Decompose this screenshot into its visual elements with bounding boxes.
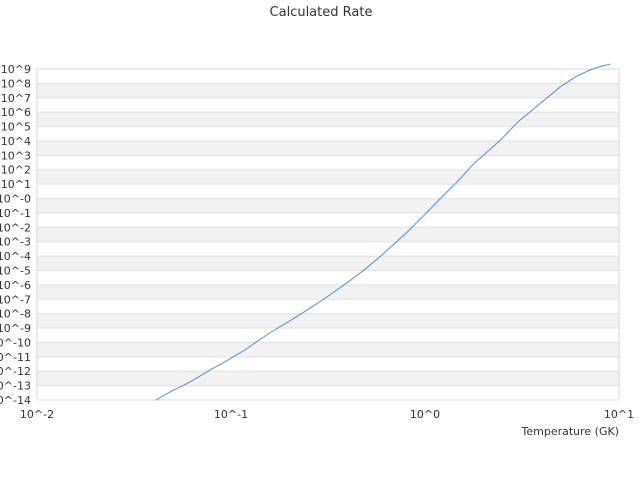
x-tick-label: 10^0: [410, 408, 440, 421]
grid-band: [37, 169, 619, 185]
grid-band: [37, 371, 619, 386]
y-tick-label: 10^-7: [0, 293, 31, 306]
y-tick-label: 10^1: [1, 178, 31, 191]
grid-band: [37, 83, 619, 98]
y-tick-label: 10^6: [1, 106, 31, 119]
grid-bands: [37, 83, 619, 386]
y-tick-label: 10^3: [1, 149, 31, 162]
grid-band: [37, 313, 619, 329]
grid-band: [37, 342, 619, 357]
plot-area-border: [36, 68, 620, 401]
y-tick-label: 10^2: [1, 164, 31, 177]
y-tick-label: 10^7: [1, 92, 31, 105]
x-tick-label: 10^-1: [214, 408, 248, 421]
grid-band: [37, 198, 619, 213]
y-tick-label: 10^-0: [0, 193, 31, 206]
y-tick-label: 10^9: [1, 63, 31, 76]
y-tick-label: 10^-12: [0, 365, 31, 378]
y-tick-label: 10^-13: [0, 380, 31, 393]
x-tick-label: 10^1: [604, 408, 634, 421]
grid-band: [37, 112, 619, 127]
y-tick-label: 10^-8: [0, 308, 31, 321]
grid-band: [37, 284, 619, 300]
x-tick-label: 10^-2: [20, 408, 54, 421]
grid-band: [37, 227, 619, 242]
grid-band: [37, 140, 619, 156]
series-line: [155, 63, 611, 401]
x-axis-tick-labels: 10^-2 10^-1 10^0 10^1: [20, 408, 634, 421]
y-tick-label: 10^5: [1, 121, 31, 134]
y-tick-label: 10^-10: [0, 336, 31, 349]
y-tick-label: 10^8: [1, 77, 31, 90]
y-tick-label: 10^-4: [0, 250, 31, 263]
y-tick-label: 10^-9: [0, 322, 31, 335]
series-group: [155, 63, 611, 401]
y-tick-label: 10^-5: [0, 264, 31, 277]
y-tick-label: 10^4: [1, 135, 31, 148]
grid-band: [37, 256, 619, 271]
grid-lines: [37, 68, 619, 401]
y-tick-label: 10^-6: [0, 279, 31, 292]
y-tick-label: 10^-2: [0, 221, 31, 234]
chart-title: Calculated Rate: [270, 5, 373, 20]
y-tick-label: 10^-1: [0, 207, 31, 220]
y-tick-label: 10^-14: [0, 394, 31, 407]
y-tick-label: 10^-3: [0, 236, 31, 249]
y-tick-label: 10^-11: [0, 351, 31, 364]
x-axis-label: Temperature (GK): [521, 425, 620, 438]
y-axis-tick-labels: 10^910^8 10^710^6 10^510^410^3 10^210^1 10^-…: [0, 63, 31, 407]
